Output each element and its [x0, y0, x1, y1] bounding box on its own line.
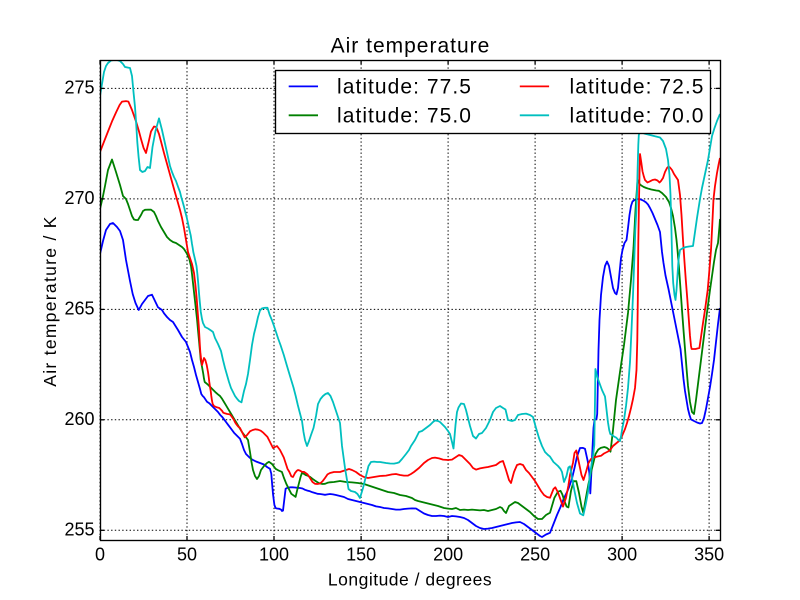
svg-text:260: 260	[64, 409, 94, 429]
svg-text:350: 350	[694, 545, 724, 565]
svg-text:latitude: 70.0: latitude: 70.0	[570, 105, 705, 128]
svg-text:150: 150	[346, 545, 376, 565]
svg-text:265: 265	[64, 298, 94, 318]
svg-text:100: 100	[259, 545, 289, 565]
svg-text:50: 50	[177, 545, 197, 565]
svg-text:latitude: 72.5: latitude: 72.5	[570, 76, 705, 99]
svg-text:275: 275	[64, 77, 94, 97]
svg-text:255: 255	[64, 519, 94, 539]
svg-text:300: 300	[607, 545, 637, 565]
svg-text:Longitude / degrees: Longitude / degrees	[328, 570, 492, 590]
svg-text:latitude: 77.5: latitude: 77.5	[337, 76, 472, 99]
svg-text:270: 270	[64, 188, 94, 208]
svg-text:latitude: 75.0: latitude: 75.0	[337, 105, 472, 128]
svg-text:Air temperature: Air temperature	[331, 35, 491, 58]
svg-text:200: 200	[433, 545, 463, 565]
svg-text:Air temperature / K: Air temperature / K	[40, 215, 60, 387]
svg-text:0: 0	[95, 545, 105, 565]
svg-text:250: 250	[520, 545, 550, 565]
